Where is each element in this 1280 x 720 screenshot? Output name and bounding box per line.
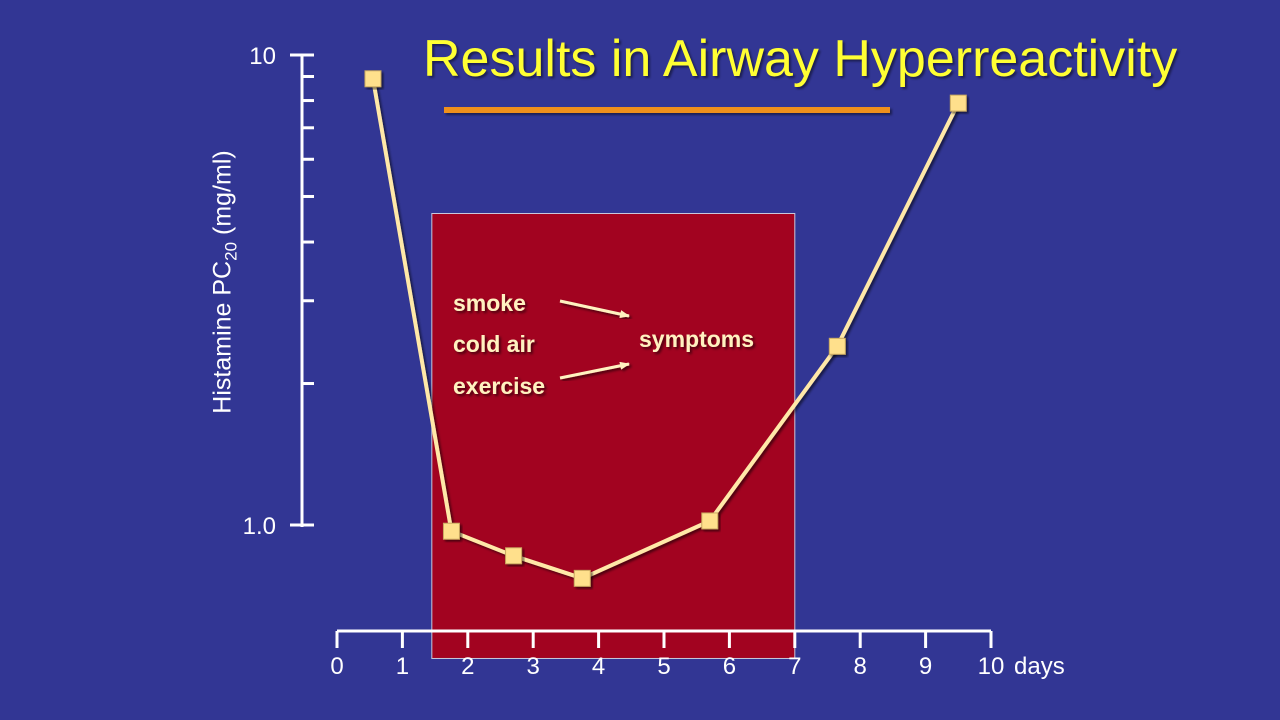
y-axis-label-main: Histamine PC xyxy=(208,260,237,414)
slide-title: Results in Airway Hyperreactivity xyxy=(423,30,1178,88)
x-tick-label: 2 xyxy=(461,653,474,680)
x-tick-label: 0 xyxy=(330,653,343,680)
data-point xyxy=(442,522,460,540)
highlight-region xyxy=(431,213,796,659)
y-tick-label: 10 xyxy=(249,43,276,70)
x-tick-label: 10 xyxy=(978,653,1005,680)
x-tick-label: 7 xyxy=(788,653,801,680)
x-tick-label: 1 xyxy=(396,653,409,680)
data-point xyxy=(505,547,523,565)
x-tick-label: 9 xyxy=(919,653,932,680)
callout-trigger: exercise xyxy=(453,373,545,399)
data-point xyxy=(828,337,846,355)
data-point xyxy=(364,70,382,88)
callout-arrow xyxy=(559,299,630,318)
x-axis-unit-label: days xyxy=(1014,653,1065,680)
x-tick-label: 5 xyxy=(657,653,670,680)
callout-trigger: cold air xyxy=(453,331,535,357)
x-tick-label: 4 xyxy=(592,653,605,680)
y-axis-label-unit: (mg/ml) xyxy=(208,150,237,242)
callout-trigger: smoke xyxy=(453,290,526,316)
y-axis-label: Histamine PC20 (mg/ml) xyxy=(209,150,242,413)
data-point xyxy=(701,512,719,530)
x-tick-label: 6 xyxy=(723,653,736,680)
y-tick-label: 1.0 xyxy=(243,513,276,540)
callout-result: symptoms xyxy=(639,326,754,352)
y-axis-label-subscript: 20 xyxy=(221,241,241,261)
callout-arrow xyxy=(559,361,630,380)
x-tick-label: 8 xyxy=(854,653,867,680)
x-tick-label: 3 xyxy=(527,653,540,680)
data-point xyxy=(949,94,967,112)
data-point xyxy=(573,569,591,587)
title-underline xyxy=(444,107,890,113)
